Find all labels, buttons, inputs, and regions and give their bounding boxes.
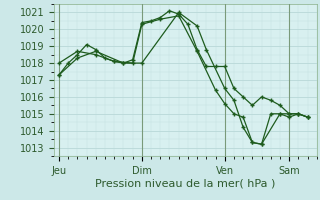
X-axis label: Pression niveau de la mer( hPa ): Pression niveau de la mer( hPa ) xyxy=(95,179,276,188)
